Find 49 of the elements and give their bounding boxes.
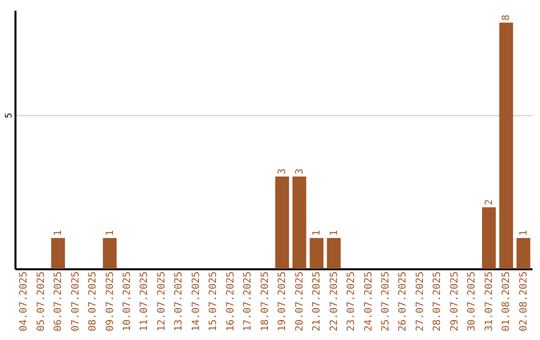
x-tick-label: 26.07.2025 xyxy=(398,271,409,332)
x-tick-label: 31.07.2025 xyxy=(484,271,495,332)
x-tick-label: 05.07.2025 xyxy=(36,271,47,332)
x-tick-label: 07.07.2025 xyxy=(70,271,82,332)
x-tick-label: 11.07.2025 xyxy=(139,271,150,332)
x-tick-label: 13.07.2025 xyxy=(174,271,185,332)
x-tick-label: 06.07.2025 xyxy=(53,271,64,332)
data-label: 2 xyxy=(484,199,495,206)
data-label: 8 xyxy=(501,14,512,21)
x-tick-label: 01.08.2025 xyxy=(501,271,512,332)
x-tick-label: 04.07.2025 xyxy=(18,271,30,332)
x-tick-label: 14.07.2025 xyxy=(190,271,202,332)
x-tick-label: 22.07.2025 xyxy=(328,271,340,332)
x-tick-label: 24.07.2025 xyxy=(363,271,374,332)
x-tick-label: 30.07.2025 xyxy=(466,271,478,332)
x-tick-label: 21.07.2025 xyxy=(312,271,323,332)
x-tick-label: 02.08.2025 xyxy=(518,271,530,332)
x-tick-label: 19.07.2025 xyxy=(277,271,288,332)
data-label: 3 xyxy=(294,168,306,174)
bar xyxy=(516,238,530,269)
x-tick-label: 17.07.2025 xyxy=(242,271,254,332)
x-tick-label: 27.07.2025 xyxy=(414,271,426,332)
bar xyxy=(102,238,117,269)
x-tick-label: 28.07.2025 xyxy=(432,271,444,332)
data-label: 1 xyxy=(104,230,116,236)
x-tick-label: 08.07.2025 xyxy=(88,271,99,332)
bar xyxy=(482,207,496,269)
data-label: 1 xyxy=(328,230,340,236)
y-tick-label: 5 xyxy=(4,112,14,118)
bar xyxy=(310,238,324,269)
x-tick-label: 25.07.2025 xyxy=(380,271,392,332)
bar xyxy=(292,176,306,269)
x-tick-label: 29.07.2025 xyxy=(449,271,460,332)
x-tick-label: 18.07.2025 xyxy=(260,271,271,332)
x-tick-label: 20.07.2025 xyxy=(294,271,306,332)
bar xyxy=(275,176,290,269)
data-label: 1 xyxy=(312,230,323,236)
bar xyxy=(499,22,514,269)
data-label: 3 xyxy=(277,168,288,174)
data-label: 1 xyxy=(518,230,530,236)
x-tick-label: 09.07.2025 xyxy=(104,271,116,332)
bar xyxy=(51,238,65,269)
x-tick-label: 12.07.2025 xyxy=(156,271,168,332)
x-tick-label: 10.07.2025 xyxy=(122,271,133,332)
bar xyxy=(326,238,341,269)
data-label: 1 xyxy=(53,230,64,236)
x-tick-label: 23.07.2025 xyxy=(346,271,358,332)
x-tick-label: 16.07.2025 xyxy=(225,271,236,332)
x-tick-label: 15.07.2025 xyxy=(208,271,220,332)
